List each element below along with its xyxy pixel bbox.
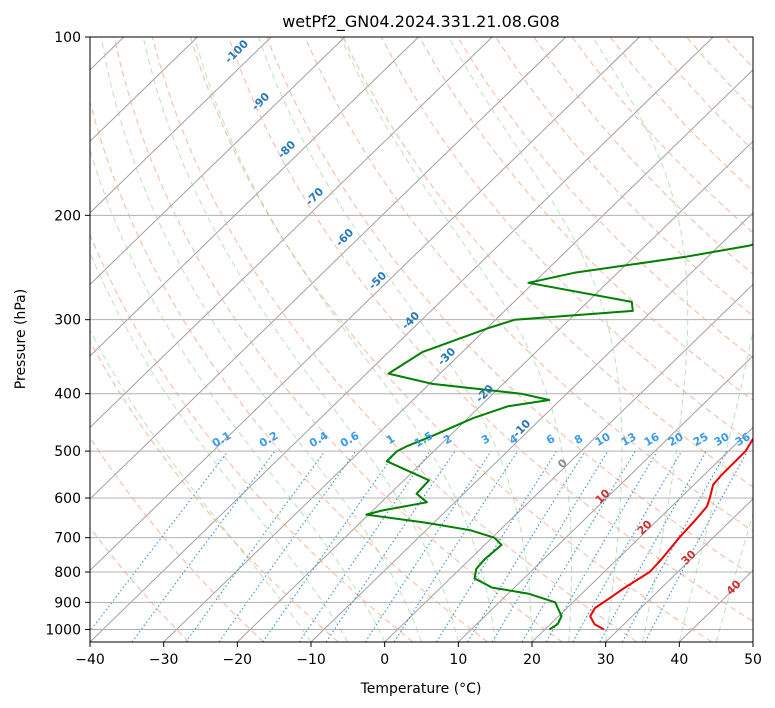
dry-adiabat — [266, 37, 753, 577]
dry-adiabat — [151, 37, 638, 642]
mixing-ratio-line — [467, 450, 586, 642]
y-tick-label: 400 — [54, 387, 81, 403]
dry-adiabat — [90, 436, 264, 642]
temperature-profile — [589, 437, 753, 631]
isotherm — [90, 37, 714, 642]
y-tick-label: 1000 — [45, 622, 81, 638]
mixing-ratio-line — [325, 450, 456, 642]
dry-adiabat — [90, 233, 414, 642]
plot-frame — [89, 36, 754, 643]
mixing-ratio-line — [262, 450, 397, 642]
mixing-ratio-line — [393, 450, 519, 642]
isotherm — [90, 37, 198, 143]
mixing-ratio-line — [621, 450, 728, 642]
plot-background — [90, 37, 753, 642]
y-tick-label: 800 — [54, 565, 81, 581]
x-tick-label: −30 — [149, 652, 179, 668]
moist-adiabat — [90, 328, 312, 642]
mixing-ratio-line — [298, 450, 431, 642]
moist-adiabat — [90, 251, 349, 642]
moist-adiabat — [340, 37, 572, 642]
isotherm — [90, 37, 640, 572]
axis-ticks: −40 −30 −20 −10 0 10 20 30 40 50 100 200 300 400 500 60… — [45, 30, 762, 668]
moist-adiabat — [715, 512, 753, 642]
mixing-ratio-line — [644, 450, 748, 642]
dry-adiabat — [90, 99, 488, 642]
x-tick-label: 0 — [380, 652, 389, 668]
moist-adiabat — [258, 37, 533, 642]
profiles — [365, 243, 753, 631]
y-tick-label: 100 — [54, 30, 81, 46]
x-tick-label: −10 — [296, 652, 326, 668]
moist-adiabat — [592, 37, 689, 642]
dry-adiabat — [763, 37, 775, 642]
isotherm — [605, 498, 753, 642]
x-tick-label: 30 — [597, 652, 615, 668]
isotherm — [457, 355, 753, 642]
dry-adiabat — [90, 340, 339, 642]
y-axis-label: Pressure (hPa) — [13, 289, 29, 389]
moist-adiabat — [142, 37, 459, 642]
y-tick-label: 200 — [54, 208, 81, 224]
x-tick-label: 50 — [744, 652, 762, 668]
x-tick-label: 20 — [523, 652, 541, 668]
mixing-ratio-line — [185, 450, 326, 642]
y-tick-label: 600 — [54, 491, 81, 507]
y-tick-label: 700 — [54, 531, 81, 547]
moist-adiabat — [193, 37, 496, 642]
y-tick-label: 500 — [54, 444, 81, 460]
dry-adiabat — [190, 37, 712, 642]
x-tick-label: −20 — [223, 652, 253, 668]
mixing-ratio-line — [364, 450, 492, 642]
mixing-ratio-line — [218, 450, 357, 642]
x-tick-label: −40 — [75, 652, 105, 668]
isotherm — [531, 426, 753, 642]
chart-title: wetPf2_GN04.2024.331.21.08.G08 — [282, 12, 560, 32]
dry-adiabat — [304, 37, 753, 532]
isotherm — [90, 37, 567, 500]
isotherm — [90, 37, 346, 286]
dry-adiabat — [113, 37, 563, 642]
mixing-ratio-line — [572, 450, 683, 642]
dewpoint-profile — [365, 243, 753, 631]
isotherm — [163, 69, 753, 642]
x-tick-label: 10 — [449, 652, 467, 668]
mixing-ratio-line — [131, 450, 276, 642]
isotherm — [90, 37, 419, 357]
moist-adiabat — [90, 148, 386, 642]
isotherm — [236, 140, 753, 642]
isotherm — [752, 641, 753, 642]
y-tick-label: 900 — [54, 595, 81, 611]
x-tick-label: 40 — [670, 652, 688, 668]
moist-adiabat — [448, 37, 623, 642]
background-lines — [90, 37, 775, 642]
mixing-ratio-line — [491, 450, 609, 642]
isotherm — [384, 283, 753, 642]
dry-adiabat — [495, 37, 753, 317]
y-tick-label: 300 — [54, 313, 81, 329]
isotherm — [90, 37, 493, 429]
x-axis-label: Temperature (°C) — [360, 681, 482, 697]
moist-adiabat — [678, 328, 753, 642]
isotherm — [90, 37, 272, 214]
dry-adiabat — [228, 37, 753, 622]
mixing-ratio-line — [599, 450, 707, 642]
moist-adiabat — [100, 37, 422, 642]
